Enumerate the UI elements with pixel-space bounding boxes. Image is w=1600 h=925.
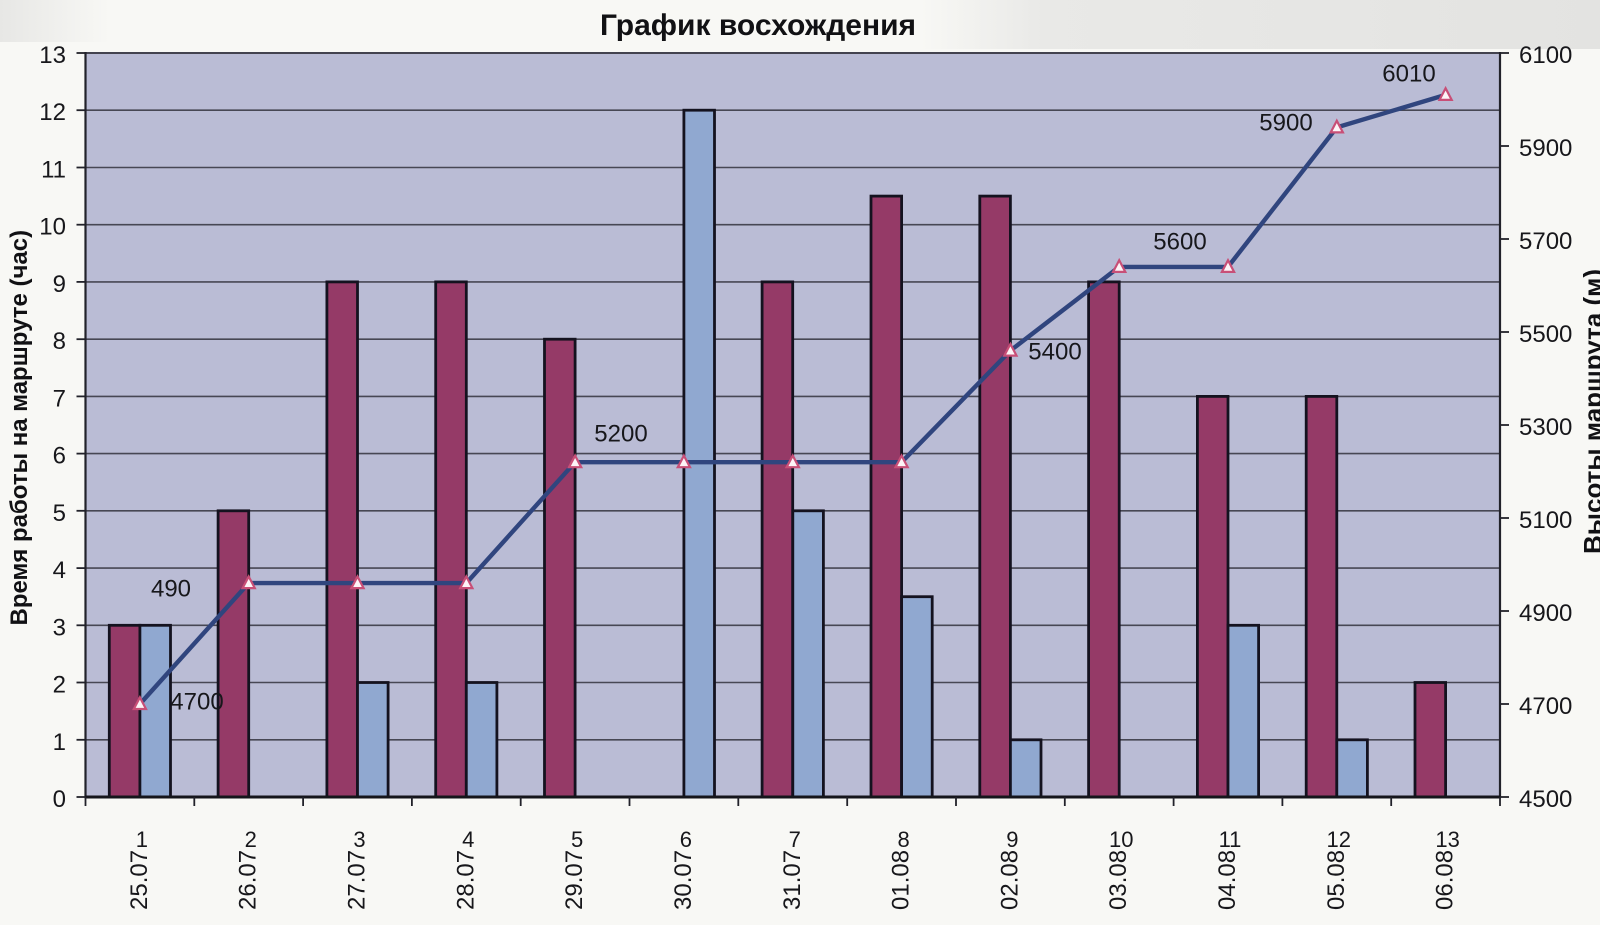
svg-text:10: 10 bbox=[1109, 827, 1133, 852]
svg-text:27.07: 27.07 bbox=[344, 850, 371, 910]
svg-text:4: 4 bbox=[462, 827, 474, 852]
svg-text:02.08: 02.08 bbox=[996, 850, 1023, 910]
svg-text:7: 7 bbox=[53, 385, 66, 412]
svg-text:03.08: 03.08 bbox=[1105, 850, 1132, 910]
svg-text:10: 10 bbox=[39, 214, 66, 241]
svg-text:5100: 5100 bbox=[1519, 507, 1572, 534]
svg-text:11: 11 bbox=[1219, 827, 1242, 852]
svg-text:6010: 6010 bbox=[1382, 61, 1435, 88]
svg-text:2: 2 bbox=[245, 827, 257, 852]
svg-text:5300: 5300 bbox=[1519, 414, 1572, 441]
svg-text:4: 4 bbox=[53, 557, 66, 584]
svg-text:2: 2 bbox=[53, 672, 66, 699]
svg-text:4700: 4700 bbox=[1519, 693, 1572, 720]
svg-text:8: 8 bbox=[897, 827, 909, 852]
svg-text:8: 8 bbox=[53, 328, 66, 355]
svg-text:4900: 4900 bbox=[1519, 600, 1572, 627]
svg-text:06.08: 06.08 bbox=[1432, 850, 1459, 910]
svg-text:3: 3 bbox=[353, 827, 365, 852]
svg-text:4700: 4700 bbox=[170, 689, 223, 716]
svg-text:12: 12 bbox=[1327, 827, 1351, 852]
svg-text:5900: 5900 bbox=[1259, 110, 1312, 137]
svg-text:1: 1 bbox=[53, 729, 66, 756]
svg-text:29.07: 29.07 bbox=[561, 850, 588, 910]
svg-text:13: 13 bbox=[39, 42, 66, 69]
svg-text:5500: 5500 bbox=[1519, 321, 1572, 348]
svg-text:5200: 5200 bbox=[594, 421, 647, 448]
svg-text:04.08: 04.08 bbox=[1214, 850, 1241, 910]
svg-text:01.08: 01.08 bbox=[888, 850, 915, 910]
svg-text:5: 5 bbox=[53, 500, 66, 527]
svg-text:6: 6 bbox=[53, 443, 66, 470]
svg-text:25.07: 25.07 bbox=[126, 850, 153, 910]
svg-text:5900: 5900 bbox=[1519, 135, 1572, 162]
svg-text:12: 12 bbox=[39, 99, 66, 126]
svg-text:Высоты маршрута (м): Высоты маршрута (м) bbox=[1578, 269, 1600, 554]
svg-text:28.07: 28.07 bbox=[452, 850, 479, 910]
svg-text:490: 490 bbox=[151, 576, 191, 603]
svg-text:6: 6 bbox=[680, 827, 692, 852]
svg-text:5: 5 bbox=[571, 827, 583, 852]
svg-text:4500: 4500 bbox=[1519, 786, 1572, 813]
svg-text:11: 11 bbox=[41, 157, 66, 184]
svg-text:9: 9 bbox=[53, 271, 66, 298]
svg-text:7: 7 bbox=[789, 827, 801, 852]
svg-text:График восхождения: График восхождения bbox=[600, 9, 916, 42]
svg-text:26.07: 26.07 bbox=[235, 850, 262, 910]
svg-text:0: 0 bbox=[53, 786, 66, 813]
svg-text:13: 13 bbox=[1435, 827, 1459, 852]
svg-text:05.08: 05.08 bbox=[1323, 850, 1350, 910]
svg-text:1: 1 bbox=[136, 827, 148, 852]
svg-text:5600: 5600 bbox=[1153, 229, 1206, 256]
svg-text:Время работы на маршруте (час): Время работы на маршруте (час) bbox=[6, 230, 33, 626]
svg-text:5400: 5400 bbox=[1028, 339, 1081, 366]
svg-text:5700: 5700 bbox=[1519, 228, 1572, 255]
svg-text:30.07: 30.07 bbox=[670, 850, 697, 910]
svg-text:9: 9 bbox=[1006, 827, 1018, 852]
svg-text:3: 3 bbox=[53, 614, 66, 641]
svg-text:6100: 6100 bbox=[1519, 42, 1572, 69]
svg-text:31.07: 31.07 bbox=[779, 850, 806, 910]
